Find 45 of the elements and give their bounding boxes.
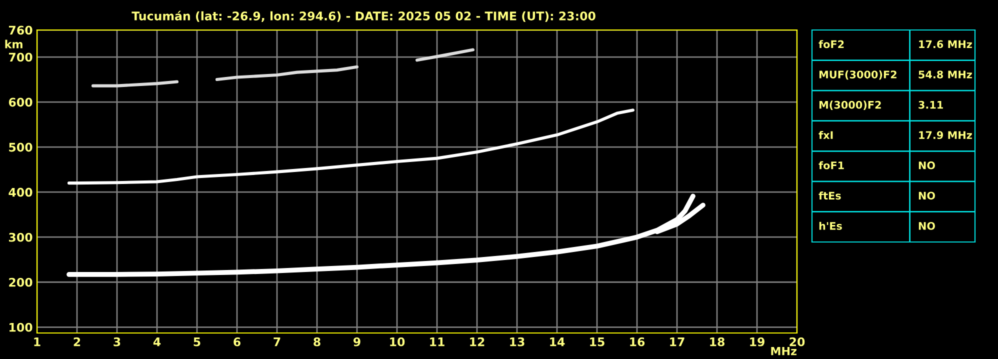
- x-tick-label: 4: [153, 338, 161, 346]
- x-tick-label: 1: [34, 338, 40, 346]
- x-tick-label: 15: [590, 338, 604, 346]
- text: 17.9 MHz: [919, 131, 972, 140]
- x-tick-label: 10: [390, 337, 405, 346]
- x-tick-label: 14: [550, 338, 565, 346]
- text: h'Es: [819, 222, 842, 230]
- text: 17.6 MHz: [919, 40, 972, 48]
- text: NO: [918, 222, 935, 230]
- y-tick-label: 200: [9, 278, 32, 287]
- x-tick-label: 6: [234, 337, 240, 346]
- y-tick-label: 300: [8, 232, 32, 242]
- text: MUF(3000)F2: [819, 70, 896, 80]
- x-tick-label: 2: [74, 337, 80, 346]
- text: foF2: [818, 40, 844, 48]
- text: NO: [918, 192, 935, 200]
- x-tick-label: 13: [510, 337, 524, 346]
- y-tick-label: 600: [8, 98, 32, 107]
- y-tick-label: 100: [10, 322, 32, 332]
- text: 3.11: [918, 100, 943, 109]
- x-tick-label: 3: [114, 337, 120, 346]
- x-tick-label: 5: [194, 338, 200, 346]
- chart-title: Tucumán (lat: -26.9, lon: 294.6) - DATE: 2025 05 02 - TIME (UT): 23:00: [132, 10, 596, 22]
- x-tick-label: 19: [750, 337, 764, 346]
- text: foF1: [818, 161, 844, 170]
- x-tick-label: 16: [630, 337, 645, 346]
- x-tick-label: 9: [354, 337, 360, 346]
- y-tick-label: 500: [9, 142, 32, 152]
- y-tick-label: 400: [8, 188, 32, 197]
- x-tick-label: 8: [314, 337, 320, 346]
- x-tick-label: 12: [470, 337, 484, 346]
- x-tick-label: 7: [274, 338, 280, 346]
- y-tick-label: 700: [8, 52, 32, 62]
- x-tick-label: 17: [670, 338, 684, 346]
- y-tick-label: 760: [8, 26, 32, 35]
- text: 54.8 MHz: [918, 70, 972, 78]
- y-axis-title: km: [5, 40, 22, 48]
- x-tick-label: 20: [790, 337, 805, 346]
- x-axis-title: MHz: [771, 346, 796, 356]
- text: fxI: [818, 130, 833, 139]
- x-tick-label: 11: [430, 338, 444, 346]
- text: ftEs: [818, 192, 841, 200]
- text: NO: [918, 161, 935, 170]
- x-tick-label: 18: [710, 337, 724, 346]
- text: M(3000)F2: [819, 100, 881, 110]
